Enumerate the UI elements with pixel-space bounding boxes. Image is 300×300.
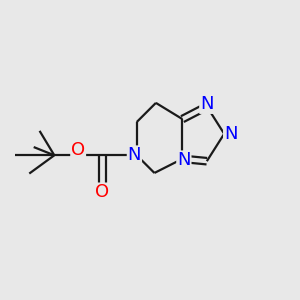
Text: N: N [177, 151, 190, 169]
Text: N: N [128, 146, 141, 164]
Text: N: N [224, 125, 237, 143]
Text: O: O [71, 141, 85, 159]
Text: O: O [95, 183, 109, 201]
Text: N: N [200, 95, 214, 113]
